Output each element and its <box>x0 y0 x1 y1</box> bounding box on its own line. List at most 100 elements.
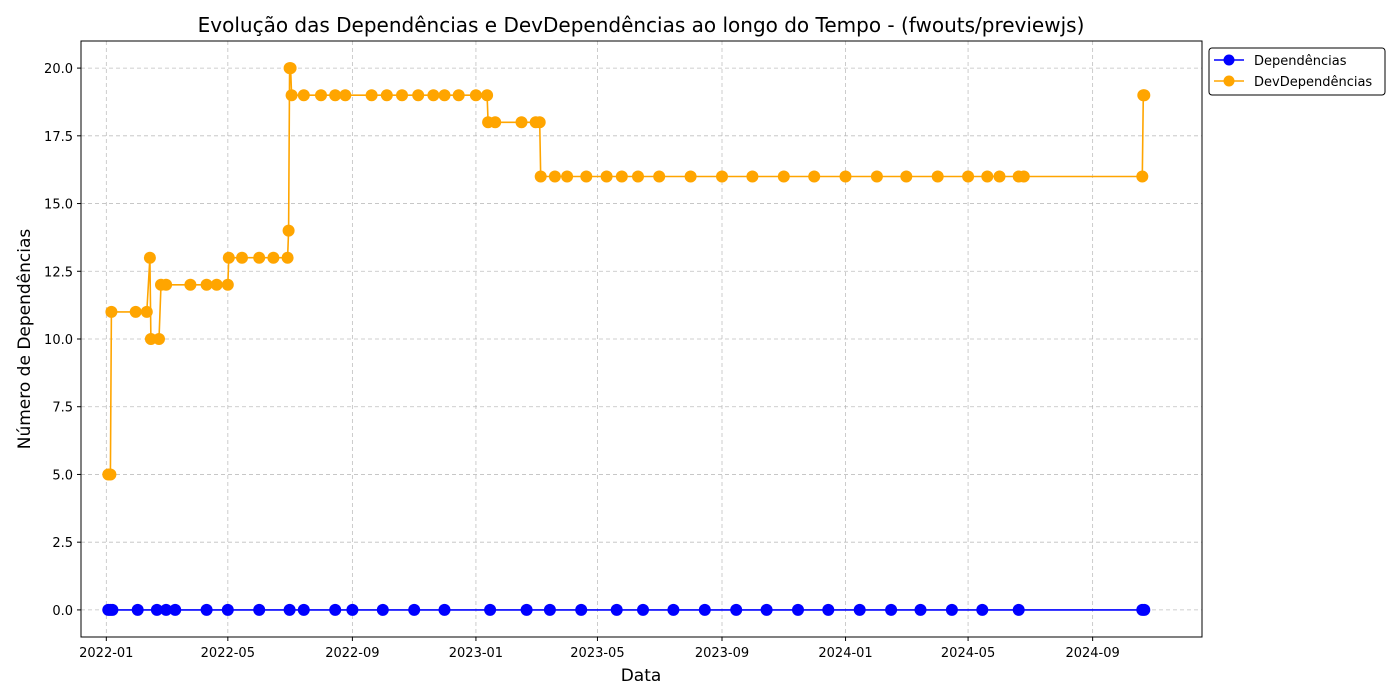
data-point <box>839 170 852 183</box>
data-point <box>427 89 440 102</box>
data-point <box>548 170 561 183</box>
x-tick-label: 2023-09 <box>695 646 749 661</box>
legend-marker-dependencias <box>1223 54 1235 66</box>
data-point <box>698 603 711 616</box>
data-point <box>760 603 773 616</box>
data-point <box>412 89 425 102</box>
data-point <box>143 251 156 264</box>
data-point <box>380 89 393 102</box>
x-tick-label: 2022-09 <box>325 646 379 661</box>
data-point <box>610 603 623 616</box>
data-point <box>184 278 197 291</box>
data-point <box>1012 603 1025 616</box>
data-point <box>200 603 213 616</box>
legend-label-devdependencias: DevDependências <box>1254 75 1372 90</box>
x-tick-label: 2023-05 <box>570 646 624 661</box>
data-point <box>520 603 533 616</box>
data-point <box>365 89 378 102</box>
data-point <box>822 603 835 616</box>
data-point <box>376 603 389 616</box>
data-point <box>615 170 628 183</box>
data-point <box>200 278 213 291</box>
data-point <box>534 170 547 183</box>
data-point <box>221 278 234 291</box>
data-point <box>515 116 528 129</box>
data-point <box>329 89 342 102</box>
x-tick-label: 2024-01 <box>818 646 872 661</box>
y-tick-label: 12.5 <box>44 265 73 280</box>
data-point <box>543 603 556 616</box>
data-point <box>1138 603 1151 616</box>
data-point <box>438 603 451 616</box>
data-point <box>408 603 421 616</box>
y-tick-label: 15.0 <box>44 198 73 213</box>
data-point <box>981 170 994 183</box>
data-point <box>329 603 342 616</box>
data-point <box>914 603 927 616</box>
data-point <box>637 603 649 616</box>
data-point <box>452 89 465 102</box>
data-point <box>575 603 588 616</box>
y-tick-label: 10.0 <box>44 333 73 348</box>
data-point <box>600 170 613 183</box>
x-tick-label: 2022-01 <box>79 646 133 661</box>
data-point <box>267 251 280 264</box>
data-point <box>993 170 1006 183</box>
x-axis-ticks: 2022-01 2022-05 2022-09 2023-01 2023-05 2023-… <box>79 637 1120 661</box>
y-tick-label: 2.5 <box>52 536 73 551</box>
data-point <box>870 170 883 183</box>
data-point <box>792 603 804 616</box>
data-point <box>489 116 502 129</box>
data-point <box>169 603 182 616</box>
series-layer <box>102 62 1151 616</box>
data-point <box>131 603 144 616</box>
data-point <box>236 251 248 264</box>
data-point <box>297 603 310 616</box>
data-point <box>561 170 574 183</box>
x-tick-label: 2022-05 <box>201 646 255 661</box>
data-point <box>104 468 117 481</box>
data-point <box>253 251 266 264</box>
data-point <box>153 333 165 345</box>
data-point <box>808 170 821 183</box>
data-point <box>253 603 266 616</box>
data-point <box>1138 89 1151 102</box>
data-point <box>931 170 944 183</box>
data-point <box>853 603 866 616</box>
data-point <box>900 170 913 183</box>
data-point <box>945 603 958 616</box>
data-point <box>221 603 234 616</box>
y-tick-label: 20.0 <box>44 62 73 77</box>
data-point <box>746 170 759 183</box>
y-axis-ticks: 0.0 2.5 5.0 7.5 10.0 12.5 15.0 17.5 20.0 <box>44 62 81 619</box>
data-point <box>283 603 296 616</box>
data-point <box>285 89 298 102</box>
data-point <box>129 305 142 318</box>
legend-marker-devdependencias <box>1223 75 1235 87</box>
data-point <box>777 170 790 183</box>
legend: Dependências DevDependências <box>1208 47 1386 96</box>
data-point <box>716 170 728 183</box>
data-point <box>885 603 898 616</box>
data-point <box>1017 170 1030 183</box>
chart-title: Evolução das Dependências e DevDependênc… <box>198 13 1085 37</box>
data-point <box>297 89 310 102</box>
data-point <box>284 62 297 75</box>
data-point <box>210 278 223 291</box>
data-point <box>150 603 163 616</box>
data-point <box>222 251 235 264</box>
x-axis-label: Data <box>621 666 662 686</box>
data-point <box>315 89 327 102</box>
data-point <box>396 89 408 102</box>
series-devdependencias <box>102 62 1151 481</box>
data-point <box>632 170 644 183</box>
data-point <box>105 305 118 318</box>
data-point <box>1136 170 1149 183</box>
data-point <box>976 603 989 616</box>
data-point <box>481 89 494 102</box>
data-point <box>667 603 680 616</box>
data-point <box>339 89 352 102</box>
data-point <box>438 89 451 102</box>
data-point <box>469 89 482 102</box>
